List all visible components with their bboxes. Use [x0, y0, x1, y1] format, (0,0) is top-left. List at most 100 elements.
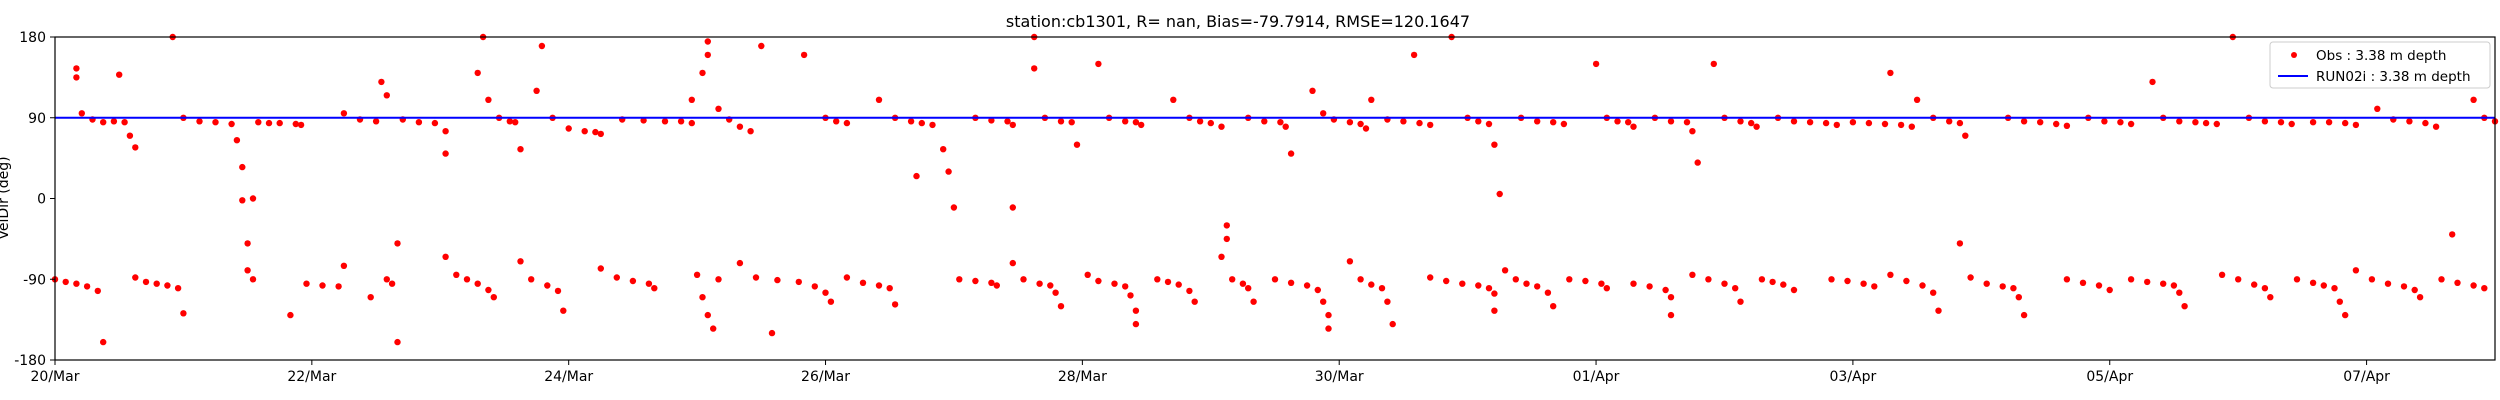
obs-point — [956, 276, 963, 283]
obs-point — [1384, 298, 1391, 305]
obs-point — [2261, 285, 2269, 292]
obs-point — [913, 172, 920, 180]
obs-point — [1919, 282, 1926, 289]
obs-point — [597, 130, 604, 138]
obs-point — [1956, 240, 1964, 247]
obs-point — [2449, 231, 2456, 238]
obs-point — [2406, 118, 2413, 125]
obs-point — [1946, 118, 1953, 125]
obs-point — [1132, 320, 1140, 328]
obs-point — [1378, 285, 1386, 292]
obs-point — [1860, 280, 1867, 287]
obs-point — [196, 118, 203, 125]
obs-point — [1271, 276, 1279, 283]
y-tick-label: -180 — [14, 353, 46, 369]
obs-point — [1790, 286, 1798, 294]
obs-point — [1534, 118, 1541, 125]
obs-point — [859, 279, 867, 286]
x-tick-label: 05/Apr — [2086, 369, 2133, 385]
obs-point — [1523, 280, 1530, 287]
obs-point — [1239, 280, 1247, 287]
obs-point — [463, 276, 471, 283]
obs-point — [843, 119, 851, 127]
obs-point — [367, 294, 374, 301]
obs-point — [715, 105, 722, 113]
obs-point — [1962, 132, 1969, 139]
obs-point — [1491, 141, 1498, 148]
obs-point — [2079, 279, 2087, 286]
obs-point — [1346, 258, 1354, 265]
obs-point — [2170, 282, 2178, 289]
obs-point — [2342, 119, 2349, 127]
obs-point — [394, 338, 401, 346]
obs-point — [239, 163, 246, 171]
obs-point — [2202, 119, 2210, 127]
y-tick-label: 0 — [37, 192, 46, 208]
legend-obs-label: Obs : 3.38 m depth — [2316, 48, 2446, 64]
obs-point — [83, 283, 91, 290]
obs-point — [126, 132, 134, 139]
obs-point — [121, 119, 128, 126]
obs-point — [2020, 311, 2028, 319]
obs-point — [1122, 118, 1129, 125]
obs-point — [1287, 150, 1295, 157]
obs-point — [2277, 119, 2285, 126]
obs-point — [1630, 123, 1637, 130]
obs-point — [2352, 121, 2360, 129]
obs-point — [1170, 96, 1177, 104]
obs-point — [1592, 60, 1600, 68]
obs-point — [485, 286, 492, 294]
obs-point — [533, 87, 540, 95]
obs-point — [453, 271, 460, 278]
obs-points — [51, 33, 2499, 346]
obs-point — [774, 276, 781, 284]
obs-point — [2127, 276, 2135, 283]
obs-point — [2411, 286, 2418, 294]
obs-point — [2218, 271, 2226, 278]
obs-point — [2181, 303, 2188, 310]
obs-point — [1443, 277, 1450, 285]
obs-point — [736, 123, 744, 130]
obs-point — [758, 42, 765, 50]
obs-point — [1325, 325, 1332, 332]
obs-point — [1501, 267, 1509, 274]
obs-point — [1871, 283, 1878, 290]
x-tick-label: 22/Mar — [287, 369, 336, 385]
obs-point — [843, 274, 851, 281]
obs-point — [1068, 119, 1075, 126]
obs-point — [875, 96, 883, 104]
obs-point — [62, 278, 69, 286]
obs-point — [1073, 141, 1081, 148]
obs-point — [292, 120, 299, 128]
obs-point — [2176, 289, 2183, 296]
obs-point — [2020, 118, 2028, 125]
obs-point — [661, 118, 669, 125]
obs-point — [2127, 120, 2135, 128]
obs-point — [1667, 311, 1675, 319]
obs-point — [506, 118, 513, 125]
obs-point — [2267, 294, 2274, 301]
obs-point — [394, 240, 401, 247]
obs-point — [1362, 125, 1370, 132]
obs-point — [1057, 303, 1065, 310]
x-tick-label: 07/Apr — [2343, 369, 2390, 385]
y-tick-label: -90 — [23, 272, 46, 288]
obs-point — [1223, 235, 1231, 243]
obs-point — [1036, 280, 1043, 287]
obs-point — [565, 125, 572, 132]
obs-point — [1550, 303, 1557, 310]
obs-point — [255, 119, 262, 126]
obs-point — [383, 276, 390, 283]
obs-point — [1175, 281, 1182, 288]
obs-point — [2251, 281, 2258, 288]
obs-point — [1630, 280, 1637, 287]
obs-point — [554, 287, 562, 295]
obs-point — [388, 280, 396, 287]
obs-point — [2454, 279, 2461, 286]
obs-point — [1491, 307, 1498, 314]
obs-point — [442, 253, 449, 260]
obs-point — [1667, 294, 1675, 301]
obs-point — [891, 301, 899, 308]
obs-point — [319, 282, 326, 289]
obs-point — [2309, 279, 2317, 286]
